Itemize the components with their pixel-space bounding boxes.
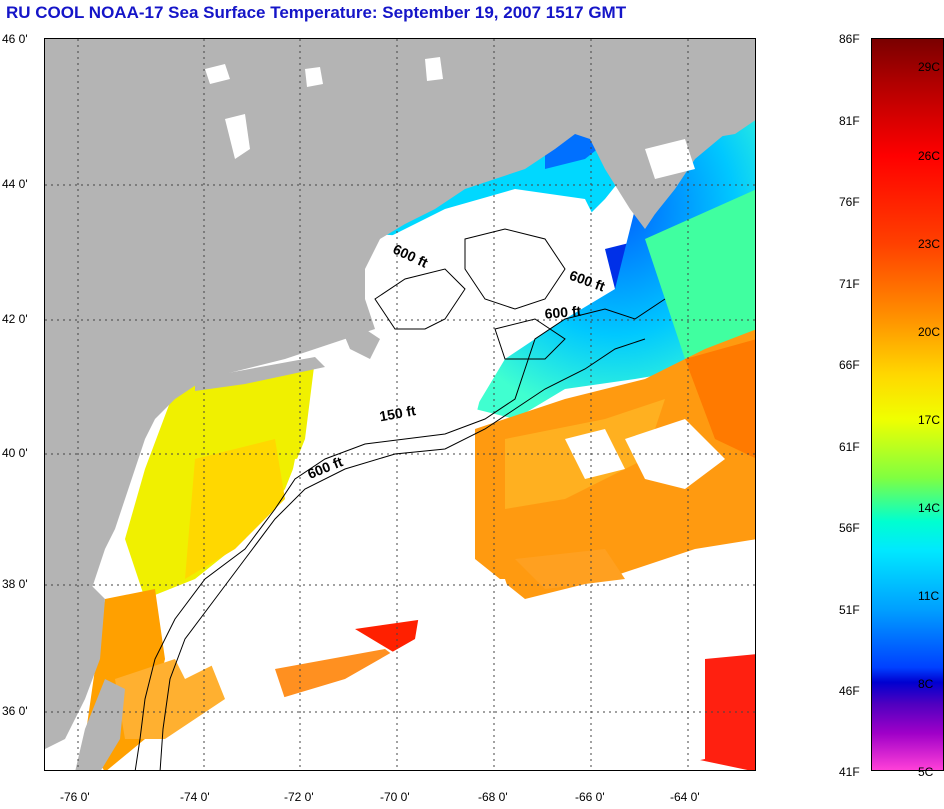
colorbar-f-label: 66F bbox=[839, 358, 860, 372]
map-title: RU COOL NOAA-17 Sea Surface Temperature:… bbox=[6, 3, 627, 22]
temperature-colorbar: 86F 81F 76F 71F 66F 61F 56F 51F 46F 41F … bbox=[839, 32, 944, 779]
lon-label: -74 0' bbox=[180, 790, 210, 804]
lat-label: 36 0' bbox=[2, 704, 28, 718]
colorbar-c-label: 26C bbox=[918, 149, 941, 163]
colorbar-f-label: 41F bbox=[839, 765, 860, 779]
sst-map-canvas: 600 ft 600 ft 600 ft 600 ft 150 ft bbox=[45, 39, 755, 770]
lat-label: 40 0' bbox=[2, 446, 28, 460]
colorbar-f-label: 56F bbox=[839, 521, 860, 535]
colorbar-c-label: 5C bbox=[918, 765, 934, 779]
lat-label: 46 0' bbox=[2, 32, 28, 46]
lat-label: 42 0' bbox=[2, 312, 28, 326]
colorbar-c-label: 29C bbox=[918, 60, 941, 74]
colorbar-c-label: 8C bbox=[918, 677, 934, 691]
graticule bbox=[45, 39, 755, 770]
colorbar-f-label: 61F bbox=[839, 440, 860, 454]
colorbar-c-label: 17C bbox=[918, 413, 941, 427]
contour-label-600-c: 600 ft bbox=[544, 303, 582, 322]
sst-map[interactable]: 600 ft 600 ft 600 ft 600 ft 150 ft bbox=[44, 38, 756, 771]
land-mask bbox=[45, 39, 755, 770]
lon-label: -72 0' bbox=[284, 790, 314, 804]
colorbar-gradient bbox=[871, 38, 944, 771]
lat-label: 44 0' bbox=[2, 177, 28, 191]
lon-label: -64 0' bbox=[670, 790, 700, 804]
colorbar-f-label: 86F bbox=[839, 32, 860, 46]
colorbar-f-label: 71F bbox=[839, 277, 860, 291]
lon-label: -66 0' bbox=[575, 790, 605, 804]
bathymetry-contours bbox=[134, 228, 666, 770]
colorbar-c-label: 20C bbox=[918, 325, 941, 339]
lon-label: -76 0' bbox=[60, 790, 90, 804]
colorbar-f-label: 51F bbox=[839, 603, 860, 617]
lon-label: -68 0' bbox=[478, 790, 508, 804]
colorbar-c-label: 23C bbox=[918, 237, 941, 251]
lon-label: -70 0' bbox=[380, 790, 410, 804]
colorbar-c-label: 14C bbox=[918, 501, 941, 515]
lat-label: 38 0' bbox=[2, 577, 28, 591]
colorbar-c-label: 11C bbox=[918, 589, 940, 603]
contour-label-150: 150 ft bbox=[378, 402, 417, 424]
colorbar-f-label: 81F bbox=[839, 114, 860, 128]
colorbar-f-label: 46F bbox=[839, 684, 860, 698]
colorbar-f-label: 76F bbox=[839, 195, 860, 209]
